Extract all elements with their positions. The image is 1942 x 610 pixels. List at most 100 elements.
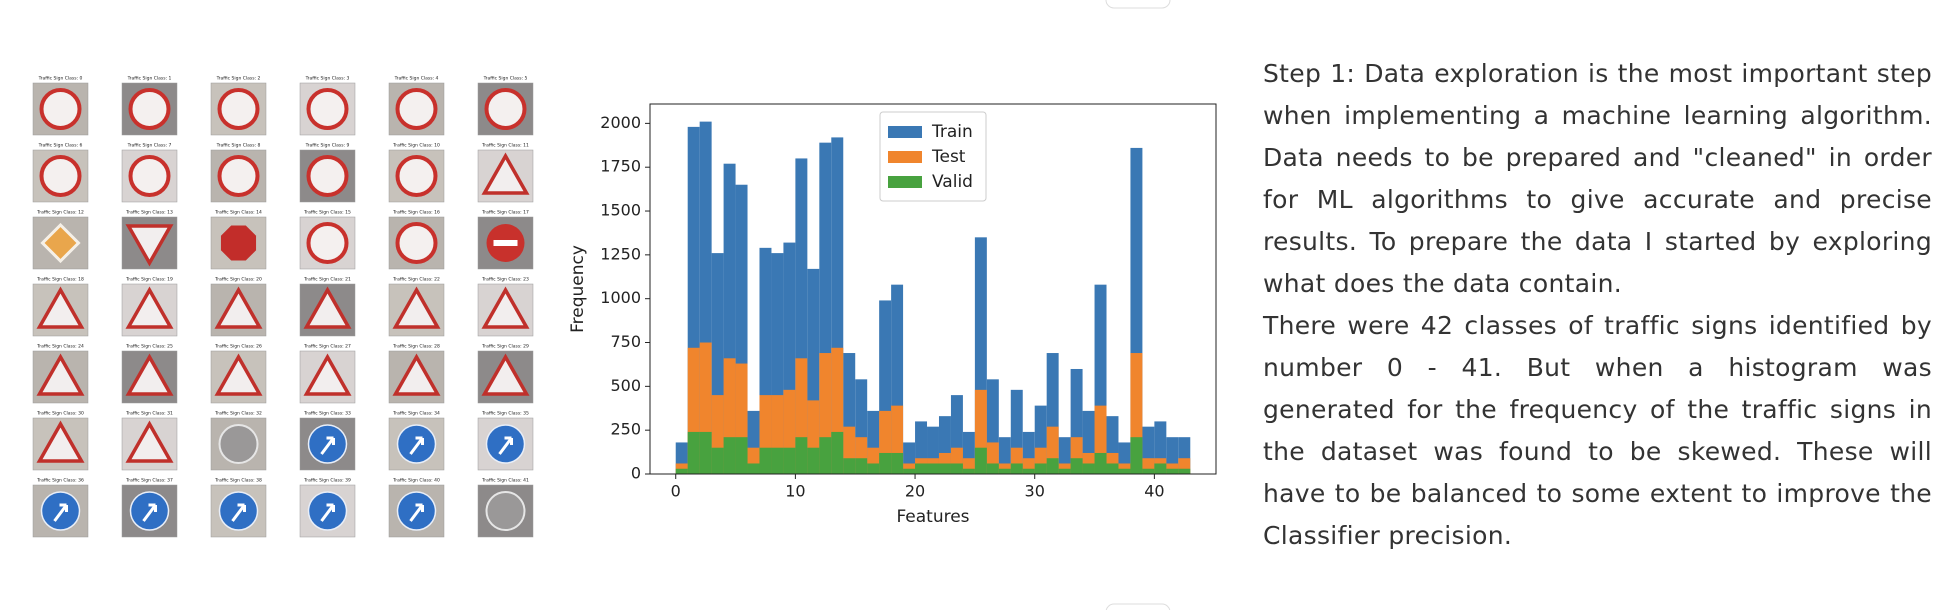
thumbnail-title: Traffic Sign Class: 0	[38, 76, 83, 82]
sign	[125, 286, 174, 329]
legend-label: Train	[931, 122, 973, 142]
bar	[1094, 405, 1107, 474]
bar	[747, 463, 760, 474]
bar	[998, 437, 1011, 474]
thumbnail-title: Traffic Sign Class: 22	[392, 277, 440, 283]
thumbnail-title: Traffic Sign Class: 28	[392, 344, 440, 350]
sign	[36, 353, 85, 396]
sign	[484, 88, 527, 130]
sign	[306, 155, 349, 197]
thumbnail-title: Traffic Sign Class: 8	[216, 143, 261, 149]
bar	[1106, 416, 1119, 474]
bar	[1058, 468, 1071, 474]
thumbnail-title: Traffic Sign Class: 13	[125, 210, 173, 216]
sign	[306, 222, 349, 264]
bar	[962, 468, 975, 474]
bar	[819, 353, 832, 474]
bar	[867, 463, 880, 474]
bar	[855, 437, 868, 474]
sign	[392, 286, 441, 329]
bar	[699, 342, 712, 474]
thumbnail-title: Traffic Sign Class: 41	[481, 478, 529, 484]
y-tick-label: 1250	[600, 244, 641, 263]
bar	[1070, 437, 1083, 474]
sign	[128, 155, 171, 197]
legend-swatch	[888, 126, 922, 138]
bar	[879, 452, 892, 474]
thumbnail-title: Traffic Sign Class: 2	[216, 76, 261, 82]
bar	[962, 458, 975, 474]
bar	[1022, 431, 1035, 474]
bar	[843, 353, 856, 474]
thumbnail-title: Traffic Sign Class: 26	[214, 344, 262, 350]
bar	[867, 447, 880, 474]
thumbnail-title: Traffic Sign Class: 37	[125, 478, 173, 484]
sign	[128, 88, 171, 130]
bar	[1178, 437, 1191, 474]
x-tick-label: 20	[905, 482, 925, 501]
bar	[795, 437, 808, 474]
bar	[723, 358, 736, 474]
thumbnail-title: Traffic Sign Class: 14	[214, 210, 262, 216]
x-tick-label: 0	[671, 482, 681, 501]
bar	[879, 410, 892, 474]
bar	[974, 237, 987, 474]
y-tick-label: 750	[610, 332, 641, 351]
bar	[687, 347, 700, 474]
bar	[938, 463, 951, 474]
sign-arrow	[320, 436, 335, 455]
bar	[950, 447, 963, 474]
sign	[395, 222, 438, 264]
bar	[938, 416, 951, 474]
thumbnail-title: Traffic Sign Class: 40	[392, 478, 440, 484]
top-tab	[1105, 0, 1171, 9]
bar	[1106, 463, 1119, 474]
bar	[831, 137, 844, 475]
sign	[125, 353, 174, 396]
y-tick-label: 1500	[600, 201, 641, 220]
sign	[220, 225, 257, 261]
y-tick-label: 1750	[600, 157, 641, 176]
bar	[771, 253, 784, 474]
thumbnail-title: Traffic Sign Class: 36	[36, 478, 84, 484]
sign	[39, 88, 82, 130]
description: Step 1: Data exploration is the most imp…	[1263, 53, 1932, 557]
y-axis-label: Frequency	[568, 245, 588, 333]
bar	[1094, 452, 1107, 474]
bar	[783, 447, 796, 474]
bar	[687, 431, 700, 474]
bar	[723, 437, 736, 474]
sign	[481, 152, 530, 195]
bar	[771, 447, 784, 474]
bar	[1082, 463, 1095, 474]
bar	[711, 395, 724, 474]
sign-grid: Traffic Sign Class: 0 Traffic Sign Class:…	[32, 76, 534, 538]
sign	[303, 286, 352, 329]
thumbnail-title: Traffic Sign Class: 34	[392, 411, 440, 417]
bar	[855, 379, 868, 474]
bar	[1058, 437, 1071, 474]
paragraph: Step 1: Data exploration is the most imp…	[1263, 59, 1932, 298]
bar	[711, 447, 724, 474]
thumbnail-title: Traffic Sign Class: 21	[303, 277, 351, 283]
bar	[1154, 463, 1167, 474]
thumbnail-title: Traffic Sign Class: 29	[481, 344, 529, 350]
bar	[903, 442, 916, 474]
bar	[1142, 426, 1155, 474]
bar	[831, 347, 844, 474]
thumbnail-title: Traffic Sign Class: 11	[481, 143, 529, 149]
y-tick-label: 500	[610, 376, 641, 395]
sign	[217, 155, 260, 197]
paragraph: There were 42 classes of traffic signs i…	[1263, 311, 1932, 550]
bar	[675, 468, 688, 474]
y-tick-label: 0	[631, 464, 641, 483]
sign-arrow	[409, 503, 424, 522]
bar	[891, 452, 904, 474]
x-tick-label: 30	[1025, 482, 1045, 501]
sign	[36, 286, 85, 329]
bar	[974, 447, 987, 474]
bar	[927, 463, 939, 474]
sign	[395, 155, 438, 197]
